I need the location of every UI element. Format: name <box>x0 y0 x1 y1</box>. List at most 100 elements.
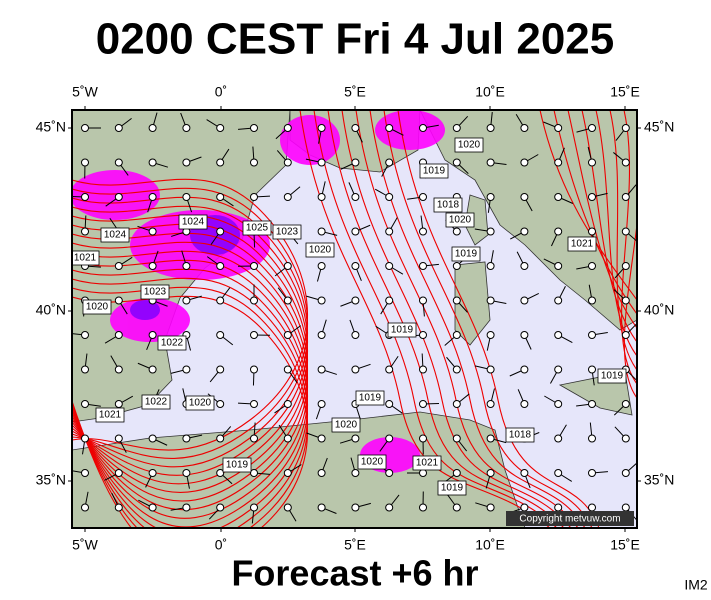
station <box>385 365 394 374</box>
station <box>283 503 292 512</box>
station <box>114 400 123 408</box>
isobar-label-box <box>451 246 481 262</box>
isobar <box>355 110 579 528</box>
isobar-label: 1020 <box>309 245 332 256</box>
station <box>520 400 529 408</box>
station <box>486 296 495 305</box>
isobar-label: 1021 <box>571 239 594 250</box>
station <box>250 503 258 512</box>
isobar <box>369 110 586 528</box>
station <box>588 158 596 167</box>
station <box>81 158 89 167</box>
isobar-label-box <box>157 335 187 351</box>
isobar-label: 1019 <box>423 166 446 177</box>
isobar <box>313 110 558 528</box>
station <box>351 296 360 305</box>
isobar-label-box <box>100 227 130 243</box>
station <box>554 503 563 512</box>
isobar <box>72 295 308 528</box>
isobar-label-box <box>272 224 302 240</box>
isobar-label-box <box>185 395 215 411</box>
station <box>81 434 89 443</box>
station <box>182 262 191 270</box>
station <box>419 262 427 270</box>
isobar-label-box <box>355 390 385 406</box>
station <box>452 469 461 477</box>
station <box>148 469 157 477</box>
station <box>351 469 360 477</box>
bottom-label: 5˚E <box>344 537 366 553</box>
isobar <box>397 110 600 528</box>
station <box>182 124 191 132</box>
station <box>621 124 630 132</box>
station <box>621 193 630 201</box>
station <box>81 503 89 512</box>
isobar-label: 1020 <box>449 215 472 226</box>
station <box>182 434 191 443</box>
station <box>452 331 461 339</box>
station <box>148 124 157 132</box>
station <box>419 503 427 512</box>
station <box>81 124 89 132</box>
station <box>283 434 292 443</box>
station <box>216 158 225 167</box>
station <box>621 331 630 339</box>
station <box>452 262 461 270</box>
station <box>182 193 191 201</box>
station <box>554 227 563 236</box>
isobar-label-box <box>331 417 361 433</box>
station <box>148 193 157 201</box>
station <box>148 365 157 374</box>
copyright-box <box>506 511 634 526</box>
station <box>419 365 427 374</box>
station <box>182 158 191 167</box>
isobar-label: 1020 <box>361 457 384 468</box>
station <box>385 400 394 408</box>
isobar-label-box <box>387 322 417 338</box>
station <box>182 503 191 512</box>
station <box>621 262 630 270</box>
isobar-labels: 1024 1025 1023 1024 1021 1023 1020 1022 1022 1021… <box>72 137 627 496</box>
station <box>385 158 394 167</box>
station <box>486 434 495 443</box>
station <box>317 365 326 374</box>
isobar-label: 1020 <box>335 420 358 431</box>
station <box>317 503 326 512</box>
station <box>520 193 529 201</box>
station <box>588 400 596 408</box>
station <box>250 400 258 408</box>
station <box>283 193 292 201</box>
isobar <box>299 110 551 528</box>
station <box>588 469 596 477</box>
left-label: 35˚N <box>36 472 66 488</box>
station <box>452 124 461 132</box>
station <box>419 193 427 201</box>
station <box>317 331 326 339</box>
station <box>216 400 225 408</box>
isobar-label-box <box>454 137 484 153</box>
isobar-label: 1018 <box>509 430 532 441</box>
station <box>317 434 326 443</box>
isobar-label: 1020 <box>458 140 481 151</box>
station <box>486 503 495 512</box>
station <box>588 365 596 374</box>
station <box>419 124 427 132</box>
isobar-label: 1018 <box>437 200 460 211</box>
station <box>520 158 529 167</box>
station <box>520 365 529 374</box>
station <box>148 331 157 339</box>
station <box>317 400 326 408</box>
top-label: 10˚E <box>475 84 505 100</box>
isobar-label-box <box>140 284 170 300</box>
station <box>588 262 596 270</box>
station <box>182 365 191 374</box>
station <box>216 365 225 374</box>
station <box>283 331 292 339</box>
station <box>114 469 123 477</box>
station <box>216 124 225 132</box>
isobar-label: 1022 <box>161 338 184 349</box>
station <box>250 262 258 270</box>
station <box>520 503 529 512</box>
isobars <box>72 110 637 528</box>
station <box>351 434 360 443</box>
